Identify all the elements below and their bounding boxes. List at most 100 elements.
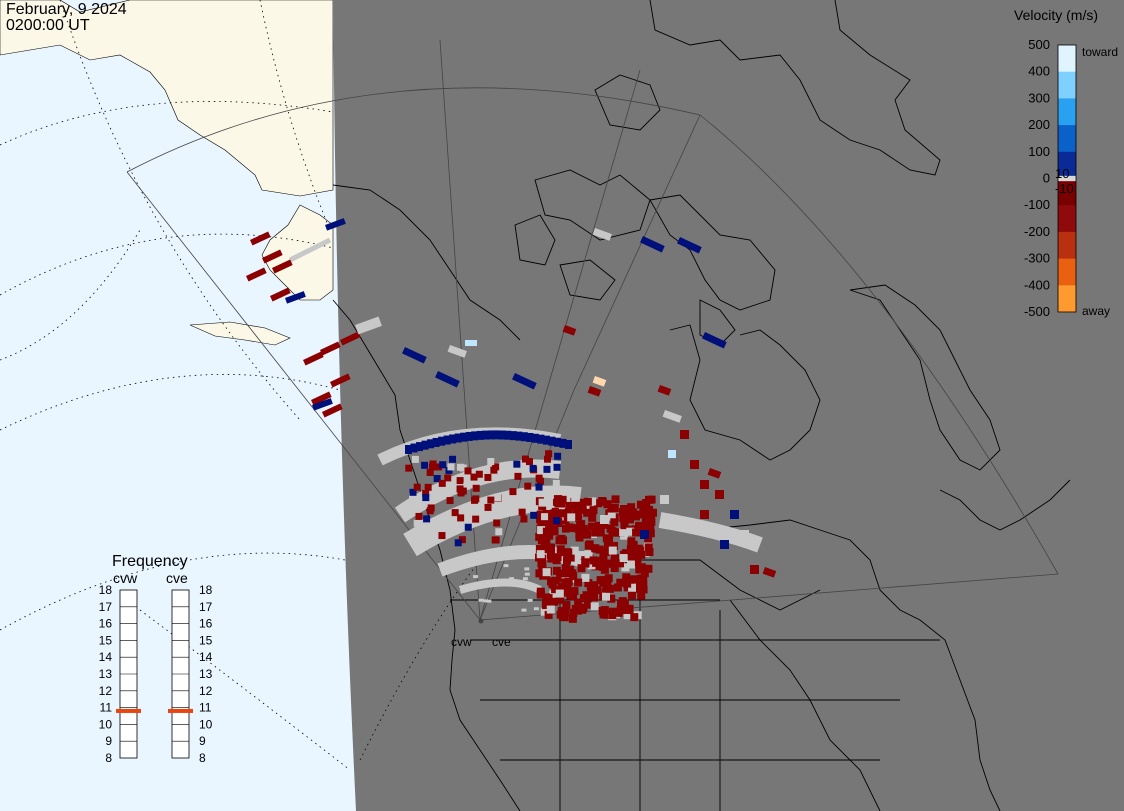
coastlines — [332, 0, 1071, 811]
scatter-cell — [619, 554, 628, 563]
scatter-cell — [541, 487, 549, 495]
scatter-cell — [542, 527, 551, 536]
scatter-cell — [626, 527, 635, 536]
scatter-cell — [311, 398, 333, 411]
scatter-cell — [562, 556, 571, 565]
velocity-colorbar-segment — [1058, 125, 1076, 153]
scatter-cell — [465, 340, 477, 346]
scatter-cell — [593, 586, 602, 595]
velocity-colorbar-segment — [1058, 151, 1076, 177]
scatter-cell — [590, 602, 599, 611]
scatter-cell — [616, 606, 625, 615]
velocity-tick-label: 300 — [1028, 90, 1050, 105]
scatter-cell — [680, 430, 689, 439]
scatter-cell — [561, 524, 570, 533]
scatter-cell — [588, 513, 597, 522]
scatter-cell — [636, 500, 645, 509]
scatter-cell — [535, 483, 543, 491]
scatter-cell — [592, 228, 612, 241]
scatter-cell — [589, 506, 598, 515]
scatter-cell — [570, 587, 579, 596]
scatter-cell — [465, 431, 473, 441]
scatter-cell — [563, 549, 572, 558]
scatter-cell — [616, 559, 625, 568]
scatter-cell — [526, 432, 534, 442]
velocity-colorbar-segment — [1058, 205, 1076, 233]
scatter-cell — [707, 468, 722, 479]
scatter-cell — [413, 483, 421, 491]
scatter-cell — [542, 435, 550, 445]
scatter-cell — [643, 513, 652, 522]
scatter-cell — [518, 508, 526, 516]
scatter-cell — [538, 554, 547, 563]
scatter-cell — [583, 530, 592, 539]
scatter-cell — [509, 488, 517, 496]
scatter-cell — [607, 594, 616, 603]
scatter-cell — [551, 585, 560, 594]
radar-sites: cvw cve — [451, 618, 511, 649]
scatter-cell — [750, 565, 759, 574]
scatter-cell — [549, 590, 558, 599]
scatter-cell — [552, 479, 560, 487]
scatter-cell — [595, 545, 604, 554]
scatter-cell — [625, 515, 634, 524]
scatter-cell — [438, 436, 446, 446]
scatter-cell — [340, 331, 361, 346]
scatter-cell — [552, 498, 560, 506]
frequency-tick-label-left: 16 — [99, 617, 113, 631]
scatter-cell — [624, 605, 633, 614]
scatter-cell — [435, 371, 460, 388]
scatter-cell — [581, 559, 590, 568]
scatter-cell — [446, 497, 454, 505]
scatter-cell — [628, 508, 637, 517]
scatter-cell — [560, 509, 569, 518]
scatter-cell — [570, 546, 579, 555]
scatter-cell — [591, 544, 600, 553]
scatter-cell — [566, 591, 575, 600]
scatter-cell — [438, 532, 446, 540]
scatter-cell — [599, 578, 608, 587]
frequency-tick-label-right: 15 — [199, 633, 213, 647]
scatter-cell — [543, 465, 551, 473]
scatter-cell — [559, 438, 567, 448]
scatter-cell — [432, 437, 440, 447]
scatter-cell — [702, 332, 727, 349]
frequency-tick-label-right: 16 — [199, 617, 213, 631]
night-region — [333, 0, 1124, 811]
scatter-cell — [520, 515, 528, 523]
scatter-cell — [571, 502, 580, 511]
scatter-cell — [630, 613, 639, 622]
scatter-cell — [637, 550, 646, 559]
scatter-cell — [603, 500, 612, 509]
velocity-tick-label: 400 — [1028, 64, 1050, 79]
scatter-cell — [620, 505, 629, 514]
scatter-cell — [561, 560, 570, 569]
velocity-colorbar-segment — [1058, 181, 1076, 206]
frequency-tick-label-left: 10 — [99, 717, 113, 731]
scatter-cell — [600, 515, 609, 524]
scatter-cell — [413, 529, 421, 537]
scatter-cell — [546, 605, 555, 614]
scatter-cell — [303, 351, 324, 366]
scatter-cell — [521, 608, 527, 612]
velocity-tick-label: 100 — [1028, 144, 1050, 159]
scatter-cell — [626, 560, 635, 569]
frequency-tick-label-right: 10 — [199, 717, 213, 731]
scatter-cell — [537, 526, 546, 535]
scatter-cell — [415, 512, 423, 520]
scatter-cell — [690, 460, 699, 469]
scatter-cell — [601, 559, 610, 568]
scatter-cell — [567, 513, 576, 522]
scatter-cell — [494, 494, 502, 502]
radar-site-cvw — [478, 618, 484, 624]
scatter-cell — [644, 564, 653, 573]
scatter-cell — [588, 497, 597, 506]
scatter-cell — [499, 470, 507, 478]
scatter-cell — [610, 518, 619, 527]
scatter-cell — [575, 530, 584, 539]
scatter-cell — [410, 497, 418, 505]
scatter-cell — [574, 598, 583, 607]
scatter-cell — [631, 512, 640, 521]
scatter-cell — [422, 494, 430, 502]
